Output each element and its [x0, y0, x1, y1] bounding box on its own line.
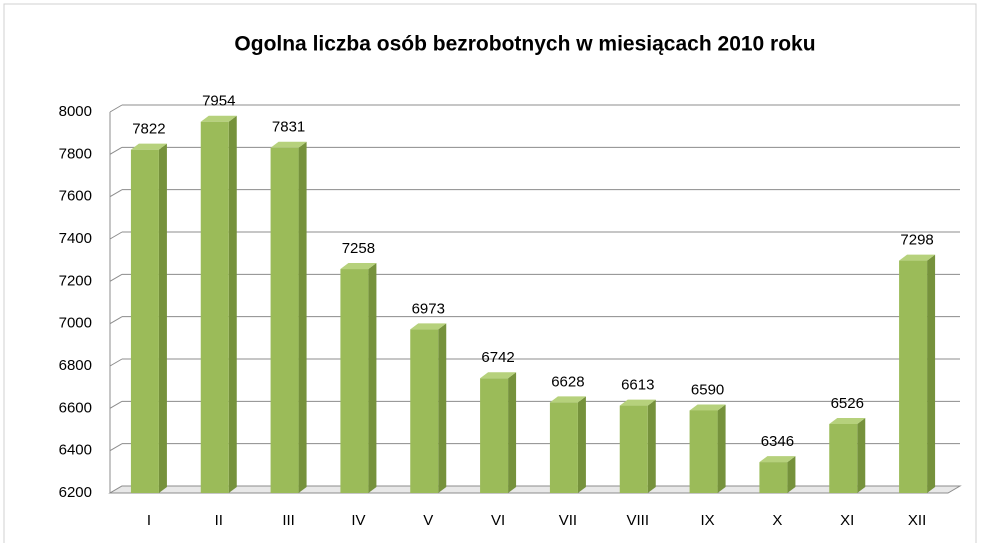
bar — [480, 378, 509, 493]
value-label: 7258 — [342, 240, 375, 257]
value-label: 6742 — [481, 349, 514, 366]
bar — [340, 269, 369, 493]
bar-side — [158, 143, 167, 493]
bar-side — [787, 456, 796, 493]
y-tick-label: 7400 — [59, 230, 92, 247]
bar-top — [829, 417, 866, 424]
value-label: 6346 — [761, 433, 794, 450]
bar-side — [298, 141, 307, 493]
bar-side — [508, 372, 517, 493]
y-tick-label: 7200 — [59, 272, 92, 289]
side-grid-line — [109, 146, 123, 155]
bar-top — [899, 254, 936, 261]
bar-top — [759, 456, 796, 463]
side-grid-line — [109, 104, 123, 113]
value-label: 6590 — [691, 381, 724, 398]
side-grid-line — [109, 443, 123, 452]
bar-side — [927, 254, 936, 493]
bar-side — [647, 399, 656, 493]
side-grid-line — [109, 400, 123, 409]
value-label: 6973 — [412, 300, 445, 317]
y-tick-label: 6400 — [59, 442, 92, 459]
bar-top — [410, 323, 447, 330]
value-label: 6628 — [551, 373, 584, 390]
bar — [270, 147, 299, 493]
y-tick-label: 7600 — [59, 188, 92, 205]
side-grid-line — [109, 358, 123, 367]
value-label: 7831 — [272, 119, 305, 136]
bar-top — [130, 143, 167, 150]
y-tick-label: 7000 — [59, 315, 92, 332]
bar-top — [689, 404, 726, 411]
x-tick-label: XI — [840, 512, 854, 529]
x-tick-label: IX — [700, 512, 714, 529]
bar-top — [200, 115, 237, 122]
bar — [829, 423, 858, 493]
x-tick-label: XII — [908, 512, 926, 529]
bar-side — [857, 417, 866, 493]
side-grid-line — [109, 316, 123, 325]
floor — [108, 485, 962, 494]
x-tick-label: X — [772, 512, 782, 529]
bar-top — [270, 141, 307, 148]
x-tick-label: I — [147, 512, 151, 529]
bar — [619, 405, 648, 493]
y-tick-label: 7800 — [59, 145, 92, 162]
bar — [410, 329, 439, 493]
value-label: 7954 — [202, 93, 235, 110]
bar-side — [717, 404, 726, 493]
bar-side — [368, 263, 377, 493]
value-label: 7822 — [132, 121, 165, 138]
chart-title: Ogolna liczba osób bezrobotnych w miesią… — [234, 33, 815, 56]
bar-top — [549, 396, 586, 403]
x-tick-label: IV — [351, 512, 365, 529]
side-grid-line — [109, 273, 123, 282]
y-tick-label: 6600 — [59, 399, 92, 416]
x-tick-label: III — [282, 512, 295, 529]
y-tick-label: 8000 — [59, 103, 92, 120]
bar-top — [480, 372, 517, 379]
bar — [689, 410, 718, 493]
x-tick-label: II — [215, 512, 223, 529]
bar — [549, 402, 578, 493]
value-label: 6613 — [621, 377, 654, 394]
bar-top — [340, 263, 377, 270]
side-grid-line — [109, 189, 123, 198]
bar — [130, 149, 159, 493]
y-tick-label: 6800 — [59, 357, 92, 374]
bar — [759, 462, 788, 493]
bar-side — [438, 323, 447, 493]
bar — [200, 121, 229, 493]
value-label: 6526 — [831, 395, 864, 412]
bar-side — [577, 396, 586, 493]
bar — [899, 260, 928, 493]
side-grid-line — [109, 231, 123, 240]
x-tick-label: VI — [491, 512, 505, 529]
value-label: 7298 — [900, 232, 933, 249]
bar-side — [228, 115, 237, 493]
bar-top — [619, 399, 656, 406]
y-tick-label: 6200 — [59, 484, 92, 501]
x-tick-label: VIII — [626, 512, 649, 529]
x-tick-label: V — [423, 512, 433, 529]
x-tick-label: VII — [559, 512, 577, 529]
